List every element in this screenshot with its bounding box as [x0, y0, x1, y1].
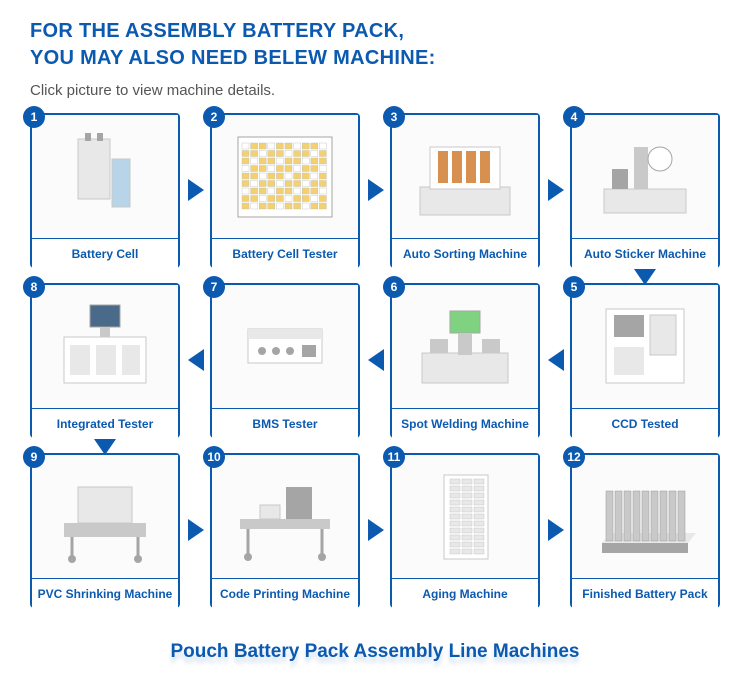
machine-card-8[interactable]: 8Integrated Tester [30, 283, 180, 438]
machine-image [212, 455, 358, 578]
machine-card-9[interactable]: 9PVC Shrinking Machine [30, 453, 180, 608]
step-badge: 11 [383, 446, 405, 468]
machine-icon [410, 469, 520, 564]
step-badge: 3 [383, 106, 405, 128]
machine-label: PVC Shrinking Machine [32, 578, 178, 608]
machine-icon [590, 299, 700, 394]
machine-icon [50, 469, 160, 564]
step-badge: 12 [563, 446, 585, 468]
machine-icon [230, 469, 340, 564]
flow-arrow-left-icon [548, 349, 564, 371]
heading-line-2: YOU MAY ALSO NEED BELEW MACHINE: [30, 45, 720, 72]
machine-image [392, 285, 538, 408]
step-badge: 9 [23, 446, 45, 468]
machine-label: CCD Tested [572, 408, 718, 438]
machine-label: Battery Cell Tester [212, 238, 358, 268]
machine-image [392, 115, 538, 238]
heading-line-1: FOR THE ASSEMBLY BATTERY PACK, [30, 18, 720, 45]
step-badge: 1 [23, 106, 45, 128]
machine-image [572, 455, 718, 578]
machine-icon [230, 129, 340, 224]
machine-card-3[interactable]: 3Auto Sorting Machine [390, 113, 540, 268]
machine-label: Code Printing Machine [212, 578, 358, 608]
machine-label: Finished Battery Pack [572, 578, 718, 608]
machine-icon [230, 299, 340, 394]
machine-image [32, 455, 178, 578]
machine-grid: 1Battery Cell2Battery Cell Tester3Auto S… [30, 113, 720, 623]
machine-icon [410, 299, 520, 394]
machine-card-10[interactable]: 10Code Printing Machine [210, 453, 360, 608]
machine-image [572, 115, 718, 238]
machine-image [32, 115, 178, 238]
machine-icon [410, 129, 520, 224]
flow-arrow-right-icon [548, 179, 564, 201]
machine-card-7[interactable]: 7BMS Tester [210, 283, 360, 438]
machine-card-12[interactable]: 12Finished Battery Pack [570, 453, 720, 608]
machine-label: BMS Tester [212, 408, 358, 438]
machine-image [32, 285, 178, 408]
step-badge: 4 [563, 106, 585, 128]
subheading: Click picture to view machine details. [30, 82, 720, 99]
flow-arrow-right-icon [368, 179, 384, 201]
flow-arrow-left-icon [188, 349, 204, 371]
flow-arrow-left-icon [368, 349, 384, 371]
machine-image [212, 285, 358, 408]
flow-arrow-right-icon [548, 519, 564, 541]
machine-image [212, 115, 358, 238]
step-badge: 5 [563, 276, 585, 298]
machine-card-4[interactable]: 4Auto Sticker Machine [570, 113, 720, 268]
flow-arrow-right-icon [188, 179, 204, 201]
machine-icon [50, 299, 160, 394]
machine-label: Integrated Tester [32, 408, 178, 438]
machine-card-1[interactable]: 1Battery Cell [30, 113, 180, 268]
machine-card-11[interactable]: 11Aging Machine [390, 453, 540, 608]
machine-label: Spot Welding Machine [392, 408, 538, 438]
footer-title: Pouch Battery Pack Assembly Line Machine… [0, 641, 750, 663]
machine-image [572, 285, 718, 408]
step-badge: 8 [23, 276, 45, 298]
machine-label: Auto Sticker Machine [572, 238, 718, 268]
machine-card-2[interactable]: 2Battery Cell Tester [210, 113, 360, 268]
machine-label: Auto Sorting Machine [392, 238, 538, 268]
flow-arrow-down-icon [634, 269, 656, 285]
step-badge: 2 [203, 106, 225, 128]
machine-icon [50, 129, 160, 224]
machine-icon [590, 469, 700, 564]
flow-arrow-right-icon [368, 519, 384, 541]
machine-card-5[interactable]: 5CCD Tested [570, 283, 720, 438]
machine-label: Battery Cell [32, 238, 178, 268]
machine-icon [590, 129, 700, 224]
flow-arrow-right-icon [188, 519, 204, 541]
step-badge: 10 [203, 446, 225, 468]
machine-card-6[interactable]: 6Spot Welding Machine [390, 283, 540, 438]
step-badge: 6 [383, 276, 405, 298]
step-badge: 7 [203, 276, 225, 298]
machine-image [392, 455, 538, 578]
flow-arrow-down-icon [94, 439, 116, 455]
machine-label: Aging Machine [392, 578, 538, 608]
